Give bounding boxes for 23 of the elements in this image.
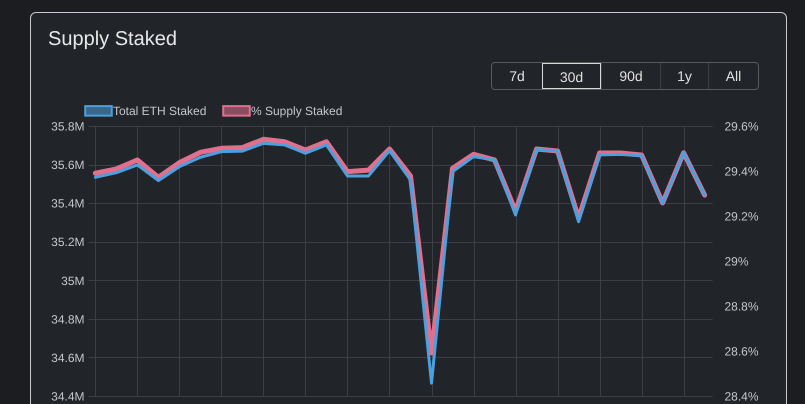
text: 1y — [660, 63, 708, 89]
y2-tick-label: 29.4% — [724, 164, 759, 178]
y-tick-label: 35.6M — [51, 158, 84, 172]
y-tick-label: 34.8M — [51, 312, 84, 326]
text: All — [708, 63, 758, 89]
legend-label: Total ETH Staked — [113, 104, 206, 118]
text: 90d — [601, 63, 660, 89]
y2-tick-label: 29.2% — [724, 210, 759, 224]
y-tick-label: 35.2M — [51, 235, 84, 250]
legend-label: % Supply Staked — [251, 104, 342, 118]
y-tick-label: 34.4M — [51, 390, 84, 404]
y-tick-label: 35.8M — [51, 120, 84, 134]
y-tick-label: 35.4M — [51, 196, 84, 211]
y2-tick-label: 28.6% — [724, 344, 759, 358]
y-tick-label: 35M — [61, 274, 85, 288]
chart-title: Supply Staked — [48, 28, 177, 51]
y2-tick-label: 29% — [724, 254, 749, 268]
y2-tick-label: 28.4% — [724, 390, 759, 404]
y2-tick-label: 29.6% — [724, 120, 759, 134]
y-tick-label: 34.6M — [51, 350, 84, 365]
y2-tick-label: 28.8% — [724, 300, 759, 314]
text: 30d — [542, 63, 601, 89]
text: 7d — [508, 67, 526, 86]
